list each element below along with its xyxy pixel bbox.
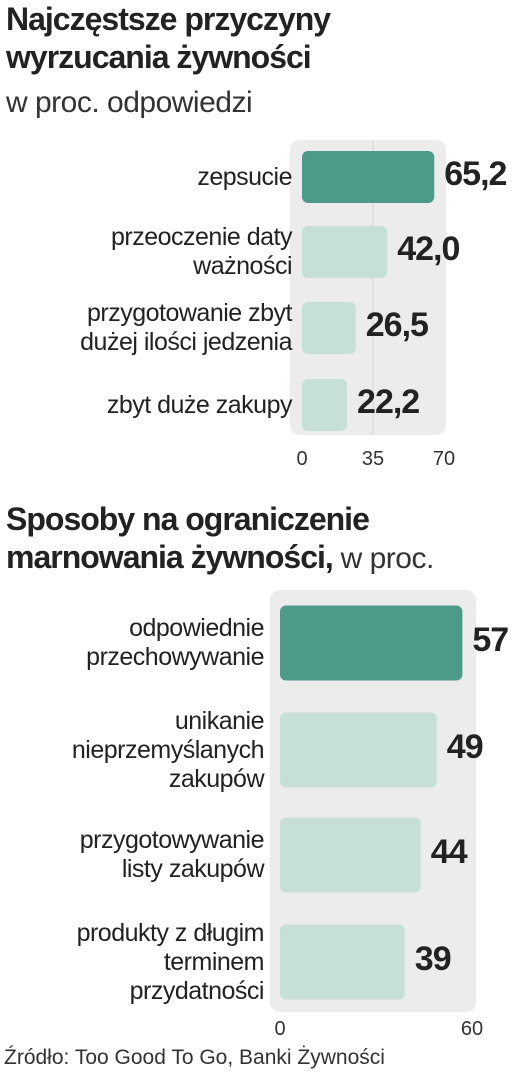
chart-title-text: Najczęstsze przyczyny wyrzucania żywnośc… bbox=[6, 1, 331, 75]
category-label: zbyt duże zakupy bbox=[106, 390, 293, 419]
value-label: 42,0 bbox=[397, 230, 460, 268]
value-label: 57 bbox=[472, 621, 509, 659]
category-label: przygotowywanie listy zakupów bbox=[79, 826, 265, 883]
bar bbox=[280, 712, 437, 788]
plot-background bbox=[270, 590, 476, 1012]
x-tick-label: 0 bbox=[296, 448, 308, 470]
value-label: 22,2 bbox=[357, 383, 420, 421]
chart-subtitle: w proc. bbox=[332, 542, 435, 575]
value-label: 65,2 bbox=[444, 155, 507, 193]
value-label: 44 bbox=[430, 833, 468, 871]
category-label: przygotowanie zbyt dużej ilości jedzenia bbox=[80, 299, 292, 356]
bar bbox=[302, 302, 356, 354]
bar bbox=[280, 924, 405, 1000]
chart-title-text: Sposoby na ograniczenie marnowania żywno… bbox=[6, 501, 370, 575]
bar bbox=[302, 379, 348, 431]
value-label: 49 bbox=[446, 728, 484, 766]
value-label: 26,5 bbox=[365, 306, 429, 344]
category-label: unikanie nieprzemyślanych zakupów bbox=[71, 706, 265, 793]
bar bbox=[302, 226, 388, 278]
chart-subtitle: w proc. odpowiedzi bbox=[6, 86, 253, 119]
x-tick-label: 35 bbox=[361, 448, 385, 470]
bar bbox=[302, 151, 435, 203]
plot-background bbox=[290, 140, 446, 435]
chart-title: Sposoby na ograniczenie marnowania żywno… bbox=[6, 500, 434, 578]
x-tick-label: 60 bbox=[460, 1018, 484, 1040]
category-label: odpowiednie przechowywanie bbox=[86, 614, 264, 671]
x-tick-label: 0 bbox=[274, 1018, 286, 1040]
category-label: przeoczenie daty ważności bbox=[110, 223, 293, 280]
x-tick-label: 70 bbox=[432, 448, 456, 470]
bar bbox=[280, 605, 463, 681]
source: Źródło: Too Good To Go, Banki Żywności bbox=[4, 1046, 385, 1069]
value-label: 39 bbox=[414, 940, 452, 978]
bar bbox=[280, 817, 421, 893]
category-label: produkty z długim terminem przydatności bbox=[76, 918, 265, 1005]
chart-title: Najczęstsze przyczyny wyrzucania żywnośc… bbox=[6, 0, 331, 76]
category-label: zepsucie bbox=[197, 162, 292, 191]
